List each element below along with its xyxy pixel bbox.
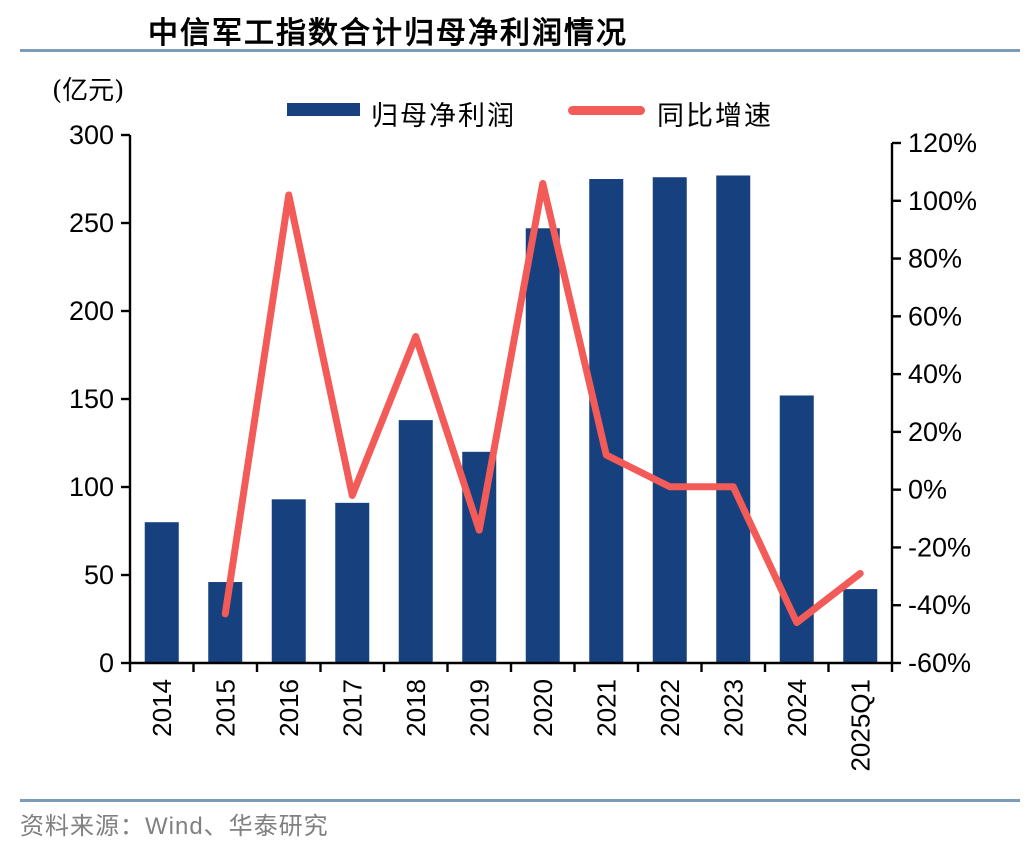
left-axis-tick-label: 150	[69, 384, 114, 414]
left-axis-unit-label: (亿元)	[52, 76, 125, 106]
bar-2025Q1	[843, 589, 878, 663]
x-axis-label-2016: 2016	[274, 679, 304, 737]
bar-2014	[144, 522, 179, 663]
bar-2016	[271, 499, 306, 663]
left-axis-tick-label: 100	[69, 472, 114, 502]
bar-2017	[335, 502, 370, 663]
source-note: 资料来源：Wind、华泰研究	[20, 813, 329, 840]
left-axis-tick-label: 200	[69, 296, 114, 326]
bar-2023	[716, 175, 751, 664]
x-axis-label-2025Q1: 2025Q1	[845, 679, 875, 772]
growth-line	[221, 179, 864, 627]
right-axis-tick-label: 20%	[908, 417, 962, 447]
legend-line-label: 同比增速	[657, 101, 773, 132]
right-axis-tick-label: 100%	[908, 186, 977, 216]
right-axis-tick-label: 60%	[908, 301, 962, 331]
bar-2018	[398, 420, 433, 663]
bar-2020	[525, 228, 560, 663]
legend-bar-swatch	[287, 103, 360, 116]
right-axis-tick-label: -20%	[908, 532, 971, 562]
x-axis-label-2021: 2021	[591, 679, 621, 737]
x-axis-label-2019: 2019	[464, 679, 494, 737]
title-divider-line	[20, 49, 1020, 52]
right-axis-tick-label: 80%	[908, 244, 962, 274]
x-axis-label-2020: 2020	[528, 679, 558, 737]
x-axis-label-2014: 2014	[147, 679, 177, 737]
right-axis-tick-label: 0%	[908, 475, 947, 505]
chart-title: 中信军工指数合计归母净利润情况	[148, 16, 628, 51]
right-axis-tick-label: -60%	[908, 648, 971, 678]
x-axis-label-2022: 2022	[655, 679, 685, 737]
left-axis-tick-label: 0	[99, 648, 114, 678]
legend-bar-label: 归母净利润	[371, 101, 516, 132]
legend-line-swatch	[568, 106, 645, 115]
left-axis-tick-label: 300	[69, 120, 114, 150]
left-axis-tick-label: 250	[69, 208, 114, 238]
left-axis-tick-label: 50	[84, 560, 114, 590]
bar-2022	[652, 177, 687, 664]
right-axis-tick-label: 120%	[908, 128, 977, 158]
x-axis-label-2018: 2018	[401, 679, 431, 737]
bar-2021	[589, 179, 624, 663]
right-axis-tick-label: -40%	[908, 590, 971, 620]
footer-divider-line	[20, 799, 1020, 802]
x-axis-label-2023: 2023	[718, 679, 748, 737]
right-axis-tick-label: 40%	[908, 359, 962, 389]
x-axis-label-2015: 2015	[210, 679, 240, 737]
x-axis-label-2024: 2024	[782, 679, 812, 737]
x-axis-label-2017: 2017	[337, 679, 367, 737]
